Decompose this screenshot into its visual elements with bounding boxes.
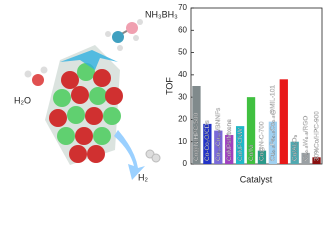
nh3bh3-molecule <box>105 19 143 51</box>
x-axis-label: Catalyst <box>240 174 273 184</box>
bar <box>235 126 245 164</box>
illustration: NH₃BH₃ H₂O H₂ <box>14 9 178 182</box>
bar <box>203 123 212 164</box>
bar-label: Cu0@Co0-C <box>281 123 288 161</box>
bar-label: Co@N-C-700 <box>259 121 266 161</box>
bar-label: 30%Co/HPC-900 <box>313 111 320 161</box>
bar <box>214 130 223 164</box>
bar-label: Co/Ni <box>248 145 255 161</box>
bar <box>279 79 288 164</box>
bar <box>290 141 299 164</box>
bar-label: Co@N/HPC-500 <box>193 112 200 161</box>
bar-label: CoNPCNW <box>237 127 244 161</box>
bar-label: Co₀.₇Cu₀.₃/BNNFs <box>215 107 222 161</box>
water-molecule <box>24 66 48 86</box>
bar-label: Co-Co₂O/CDs <box>204 119 211 161</box>
bar-label: CoNPs/Mxene <box>226 119 233 161</box>
plot-frame <box>190 7 323 165</box>
bar <box>257 150 267 164</box>
arrow <box>114 130 145 180</box>
bar-label: Co/Al₂O₃ <box>291 135 298 161</box>
graphical-abstract: NH₃BH₃ H₂O H₂ TOF Catalyst 0 10 20 30 40 50 60… <box>14 3 323 184</box>
y-tick-label: 20 <box>178 115 187 124</box>
bar <box>246 97 256 164</box>
illustration-label: NH₃BH₃ <box>145 9 178 19</box>
arrow <box>60 50 118 70</box>
y-tick-label: 10 <box>178 137 187 146</box>
y-tick-label: 0 <box>183 159 188 168</box>
h2-molecule <box>145 149 161 163</box>
y-tick-label: 40 <box>178 70 187 79</box>
bar <box>312 157 321 164</box>
y-tick-label: 60 <box>178 25 187 34</box>
chart: TOF Catalyst 0 10 20 30 40 50 60 70 Co@N/HPC-500… <box>164 3 323 184</box>
bar <box>301 152 310 164</box>
bar-label: Cu₀.₅W₀.₅/RGO <box>302 116 309 161</box>
bar <box>192 86 201 164</box>
bar <box>268 121 278 164</box>
y-tick-label: 70 <box>178 3 187 12</box>
y-tick-label: 30 <box>178 92 187 101</box>
bar-label: Cu₀.₅Fe₀.₅Co₀.₅@MIL-101 <box>270 85 277 161</box>
bar <box>225 135 234 164</box>
y-tick-label: 50 <box>178 48 187 57</box>
illustration-label: H₂O <box>14 95 31 105</box>
illustration-label: H₂ <box>138 172 148 182</box>
y-axis-label: TOF <box>164 77 174 95</box>
nanocluster <box>49 63 123 163</box>
